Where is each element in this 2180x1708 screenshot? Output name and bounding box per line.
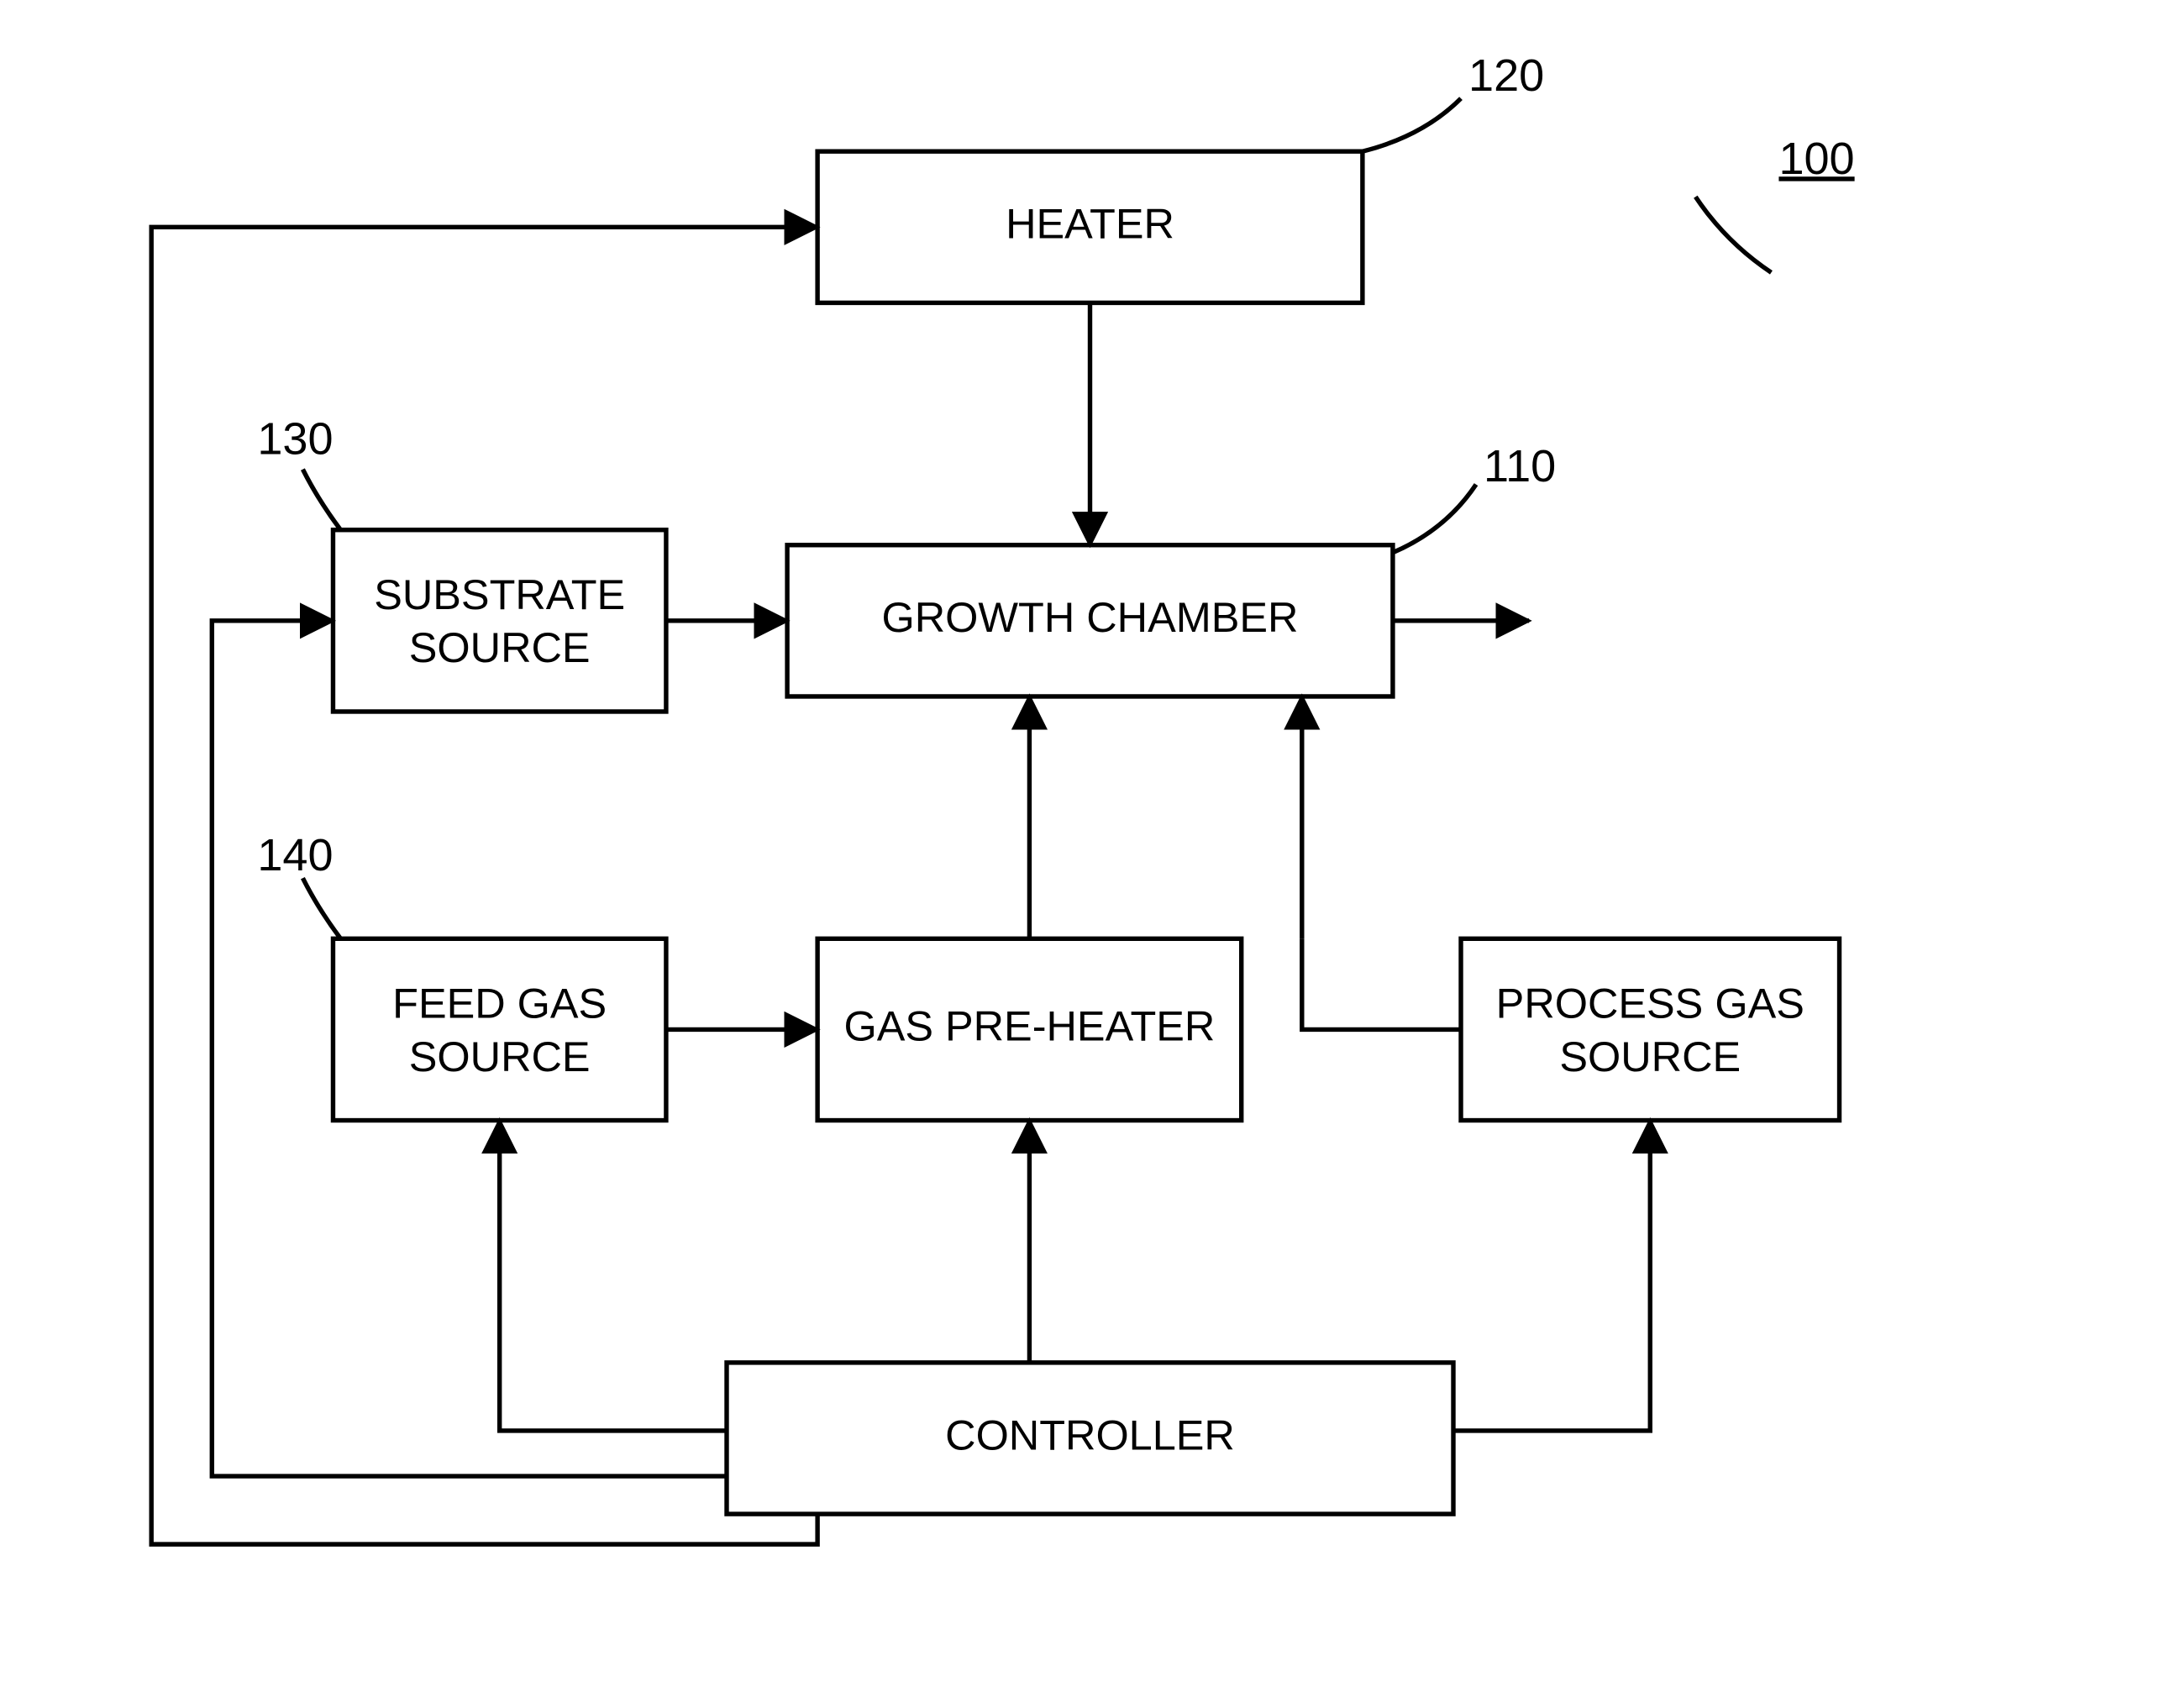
flow-diagram: HEATER GROWTH CHAMBER SUBSTRATE SOURCE F… (0, 0, 2180, 1708)
controller-node: CONTROLLER (727, 1363, 1453, 1514)
controller-label: CONTROLLER (945, 1411, 1235, 1458)
heater-node: HEATER (817, 151, 1363, 302)
ref-140: 140 (257, 830, 333, 880)
feed-gas-label-2: SOURCE (409, 1033, 591, 1080)
leader-130 (302, 470, 340, 530)
edge-process-stub (1302, 938, 1461, 1029)
leader-100 (1695, 197, 1771, 272)
gas-preheater-label: GAS PRE-HEATER (843, 1002, 1215, 1050)
process-gas-label-1: PROCESS GAS (1496, 980, 1804, 1027)
feed-gas-source-node: FEED GAS SOURCE (333, 938, 665, 1120)
leader-140 (302, 878, 340, 938)
substrate-source-node: SUBSTRATE SOURCE (333, 530, 665, 712)
gas-preheater-node: GAS PRE-HEATER (817, 938, 1242, 1120)
growth-chamber-node: GROWTH CHAMBER (787, 545, 1393, 696)
ref-120: 120 (1468, 50, 1544, 101)
edge-controller-to-feed (500, 1121, 727, 1431)
leader-110 (1393, 485, 1476, 553)
leader-120 (1363, 98, 1461, 151)
process-gas-label-2: SOURCE (1559, 1033, 1741, 1080)
ref-130: 130 (257, 414, 333, 465)
feed-gas-label-1: FEED GAS (392, 980, 607, 1027)
edge-controller-to-heater (151, 227, 817, 1544)
substrate-source-label-1: SUBSTRATE (374, 570, 625, 618)
ref-100: 100 (1778, 134, 1854, 184)
process-gas-source-node: PROCESS GAS SOURCE (1461, 938, 1840, 1120)
ref-110: 110 (1484, 441, 1556, 491)
growth-chamber-label: GROWTH CHAMBER (882, 593, 1299, 641)
heater-label: HEATER (1006, 200, 1174, 248)
edge-controller-to-process (1453, 1121, 1650, 1431)
substrate-source-label-2: SOURCE (409, 623, 591, 671)
